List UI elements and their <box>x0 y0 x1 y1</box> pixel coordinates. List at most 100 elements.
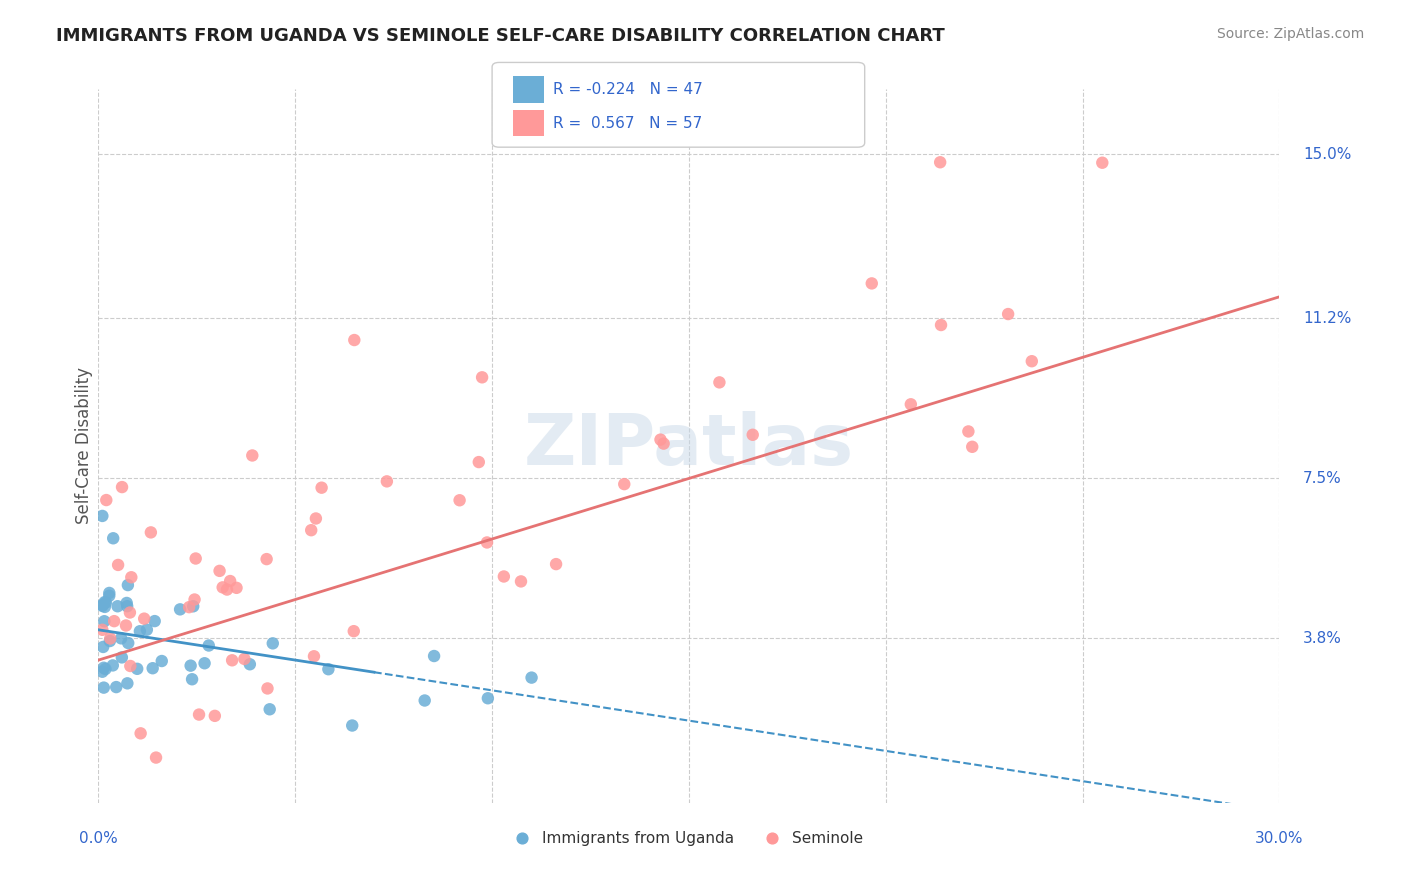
Point <box>960 440 983 454</box>
Point <box>194 657 217 671</box>
Point <box>208 564 231 578</box>
Point <box>256 552 278 566</box>
Point <box>94 662 117 676</box>
Point <box>204 709 226 723</box>
Point <box>546 557 568 571</box>
Text: 7.5%: 7.5% <box>1303 471 1341 486</box>
Point <box>94 599 117 614</box>
Point <box>94 595 117 609</box>
Point <box>239 657 262 672</box>
Point <box>143 614 166 628</box>
Point <box>492 569 515 583</box>
Point <box>860 277 883 291</box>
Point <box>343 333 366 347</box>
Point <box>111 650 134 665</box>
Point <box>110 632 132 646</box>
Point <box>120 570 142 584</box>
Point <box>997 307 1019 321</box>
Point <box>709 376 731 390</box>
Point <box>299 523 322 537</box>
Point <box>221 653 243 667</box>
Point <box>305 511 328 525</box>
Point <box>219 574 242 588</box>
Point <box>215 582 238 597</box>
Point <box>115 596 138 610</box>
Point <box>98 632 121 646</box>
Text: ZIPatlas: ZIPatlas <box>524 411 853 481</box>
Point <box>929 318 952 332</box>
Point <box>127 662 149 676</box>
Point <box>929 155 952 169</box>
Point <box>475 535 498 549</box>
Point <box>107 558 129 572</box>
Point <box>197 639 219 653</box>
Point <box>93 681 115 695</box>
Point <box>105 680 128 694</box>
Legend: Immigrants from Uganda, Seminole: Immigrants from Uganda, Seminole <box>509 825 869 852</box>
Point <box>115 618 138 632</box>
Point <box>375 475 398 489</box>
Point <box>900 397 922 411</box>
Point <box>311 481 333 495</box>
Point <box>342 718 364 732</box>
Point <box>128 624 150 639</box>
Point <box>449 493 471 508</box>
Point <box>1091 155 1114 169</box>
Point <box>262 636 284 650</box>
Point <box>343 624 366 639</box>
Point <box>103 531 125 545</box>
Point <box>240 449 263 463</box>
Point <box>259 702 281 716</box>
Point <box>180 658 202 673</box>
Point <box>652 436 675 450</box>
Text: IMMIGRANTS FROM UGANDA VS SEMINOLE SELF-CARE DISABILITY CORRELATION CHART: IMMIGRANTS FROM UGANDA VS SEMINOLE SELF-… <box>56 27 945 45</box>
Point <box>101 658 124 673</box>
Point <box>91 640 114 654</box>
Point <box>169 602 191 616</box>
Text: R =  0.567   N = 57: R = 0.567 N = 57 <box>553 116 702 130</box>
Point <box>468 455 491 469</box>
Y-axis label: Self-Care Disability: Self-Care Disability <box>75 368 93 524</box>
Text: 15.0%: 15.0% <box>1303 146 1351 161</box>
Point <box>181 672 204 686</box>
Point <box>741 427 763 442</box>
Text: 11.2%: 11.2% <box>1303 311 1351 326</box>
Point <box>93 595 115 609</box>
Point <box>91 665 114 679</box>
Point <box>650 433 672 447</box>
Point <box>225 581 247 595</box>
Point <box>188 707 211 722</box>
Point <box>145 750 167 764</box>
Point <box>302 649 325 664</box>
Point <box>117 578 139 592</box>
Text: Source: ZipAtlas.com: Source: ZipAtlas.com <box>1216 27 1364 41</box>
Text: 3.8%: 3.8% <box>1303 631 1341 646</box>
Point <box>111 480 134 494</box>
Point <box>613 477 636 491</box>
Point <box>93 614 115 628</box>
Point <box>120 659 142 673</box>
Point <box>118 606 141 620</box>
Point <box>115 599 138 614</box>
Point <box>183 592 205 607</box>
Point <box>318 662 340 676</box>
Point <box>117 676 139 690</box>
Point <box>139 525 162 540</box>
Point <box>91 623 114 637</box>
Point <box>471 370 494 384</box>
Point <box>91 508 114 523</box>
Point <box>184 551 207 566</box>
Point <box>107 599 129 614</box>
Point <box>181 599 204 614</box>
Point <box>129 726 152 740</box>
Point <box>91 599 114 613</box>
Point <box>142 661 165 675</box>
Point <box>233 652 256 666</box>
Point <box>477 691 499 706</box>
Point <box>179 600 201 615</box>
Text: R = -0.224   N = 47: R = -0.224 N = 47 <box>553 82 703 96</box>
Point <box>150 654 173 668</box>
Point <box>91 598 114 612</box>
Point <box>520 671 543 685</box>
Point <box>211 580 233 594</box>
